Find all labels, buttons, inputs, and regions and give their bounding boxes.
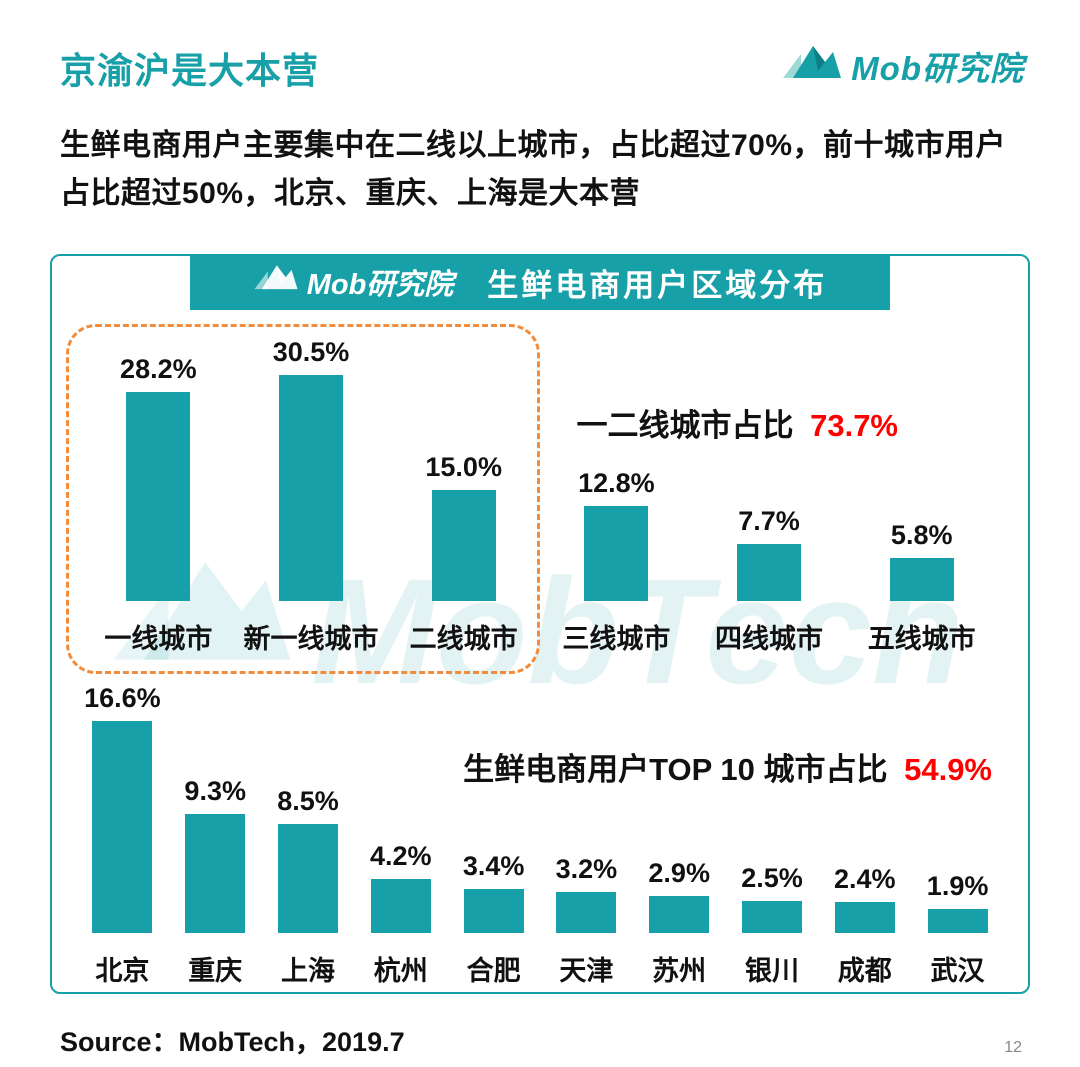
bar-value-label: 8.5%	[277, 786, 339, 816]
bar-category-label: 合肥	[466, 956, 521, 986]
bar-column: 7.7% 四线城市	[693, 506, 846, 656]
bar	[277, 824, 338, 933]
bar-category-label: 二线城市	[409, 624, 518, 654]
page-number: 12	[1004, 1039, 1022, 1056]
bar	[126, 392, 191, 601]
bar-column: 16.6% 北京	[76, 683, 169, 988]
bar-value-label: 30.5%	[272, 337, 350, 367]
bar-column: 28.2% 一线城市	[82, 354, 235, 656]
bar-column: 1.9% 武汉	[911, 871, 1004, 988]
bar	[431, 490, 496, 601]
city-bar-chart: 生鲜电商用户TOP 10 城市占比 54.9% 16.6% 北京 9.3% 重庆 8.5…	[52, 683, 1028, 988]
bar-category-label: 重庆	[188, 956, 243, 986]
bar-value-label: 12.8%	[578, 468, 655, 498]
city-annotation-label: 生鲜电商用户TOP 10 城市占比	[463, 752, 888, 787]
bar-value-label: 4.2%	[370, 841, 432, 871]
bar-value-label: 2.5%	[741, 863, 803, 893]
bar-value-label: 2.9%	[648, 858, 710, 888]
bar-category-label: 四线城市	[715, 624, 824, 654]
bar	[556, 892, 617, 933]
bar-value-label: 3.2%	[555, 854, 618, 884]
page-title: 京渝沪是大本营	[60, 50, 320, 91]
city-annotation-value: 54.9%	[904, 752, 992, 787]
bar-category-label: 一线城市	[104, 624, 213, 654]
bar-column: 2.5% 银川	[726, 863, 819, 988]
bar-category-label: 武汉	[930, 956, 985, 986]
panel-brand: Mob研究院	[253, 260, 454, 304]
bar-column: 4.2% 杭州	[354, 841, 447, 988]
bar	[737, 544, 802, 601]
page-header: 京渝沪是大本营 Mob研究院	[0, 0, 1080, 94]
bar-category-label: 天津	[559, 956, 614, 986]
brand-logo: Mob研究院	[781, 40, 1024, 91]
bar-column: 12.8% 三线城市	[540, 468, 693, 656]
tier-annotation: 一二线城市占比 73.7%	[576, 400, 898, 445]
bar-column: 2.9% 苏州	[633, 858, 726, 988]
tier-bars: 28.2% 一线城市 30.5% 新一线城市 15.0% 二线城市 12.8% 三线城市 7.7…	[82, 337, 998, 656]
bar-category-label: 新一线城市	[243, 624, 379, 654]
bar-category-label: 银川	[744, 956, 799, 986]
city-bars: 16.6% 北京 9.3% 重庆 8.5% 上海 4.2% 杭州 3.4% 合肥 3.2% 天津 2.9…	[76, 683, 1004, 988]
bar-column: 30.5% 新一线城市	[235, 337, 388, 656]
panel-header: Mob研究院 生鲜电商用户区域分布	[190, 254, 890, 310]
bar	[92, 721, 153, 933]
page-footer: Source：MobTech，2019.7 12	[60, 1020, 1022, 1059]
bar-value-label: 2.4%	[834, 864, 896, 894]
bar-value-label: 3.4%	[462, 851, 525, 881]
bar-value-label: 5.8%	[890, 520, 953, 550]
bar	[463, 889, 524, 933]
bar	[889, 558, 954, 601]
bar-category-label: 三线城市	[562, 624, 671, 654]
bar-column: 8.5% 上海	[262, 786, 355, 988]
source-note: Source：MobTech，2019.7	[60, 1027, 405, 1057]
bar-column: 9.3% 重庆	[169, 776, 262, 988]
bar-category-label: 成都	[837, 956, 892, 986]
intro-text: 生鲜电商用户主要集中在二线以上城市，占比超过70%，前十城市用户占比超过50%，…	[60, 129, 1007, 210]
bar	[370, 879, 431, 933]
bar-column: 5.8% 五线城市	[845, 520, 998, 656]
bar-column: 2.4% 成都	[818, 864, 911, 988]
bar-value-label: 7.7%	[738, 506, 800, 536]
bar	[279, 375, 343, 601]
bar-column: 3.2% 天津	[540, 854, 633, 988]
bar-value-label: 1.9%	[926, 871, 989, 901]
bar-column: 3.4% 合肥	[447, 851, 540, 988]
panel-brand-name: Mob研究院	[306, 269, 454, 301]
bar	[584, 506, 649, 601]
bar	[834, 902, 895, 933]
bar-column: 15.0% 二线城市	[387, 452, 540, 656]
bar-category-label: 五线城市	[867, 624, 976, 654]
mob-logo-icon	[781, 40, 843, 91]
bar	[927, 909, 988, 933]
bar	[741, 901, 802, 933]
tier-annotation-label: 一二线城市占比	[576, 408, 794, 443]
tier-bar-chart: 一二线城市占比 73.7% 28.2% 一线城市 30.5% 新一线城市 15.0% 二线…	[52, 324, 1028, 674]
panel-title: 生鲜电商用户区域分布	[487, 267, 828, 303]
bar-value-label: 9.3%	[184, 776, 246, 806]
bar-category-label: 杭州	[373, 956, 428, 986]
tier-annotation-value: 73.7%	[810, 408, 898, 443]
bar-category-label: 上海	[280, 956, 335, 986]
mob-logo-icon	[253, 260, 299, 304]
brand-name: Mob研究院	[851, 49, 1024, 87]
bar-value-label: 15.0%	[425, 452, 502, 482]
bar-category-label: 北京	[95, 956, 150, 986]
tier-highlight-box	[66, 324, 540, 674]
bar-value-label: 16.6%	[84, 683, 161, 713]
city-annotation: 生鲜电商用户TOP 10 城市占比 54.9%	[463, 744, 992, 789]
bar	[649, 896, 710, 933]
bar-value-label: 28.2%	[120, 354, 197, 384]
bar-category-label: 苏州	[652, 956, 707, 986]
chart-panel: Mob研究院 生鲜电商用户区域分布 MobTech 一二线城市占比 73.7% …	[50, 254, 1030, 994]
bar	[185, 814, 246, 933]
